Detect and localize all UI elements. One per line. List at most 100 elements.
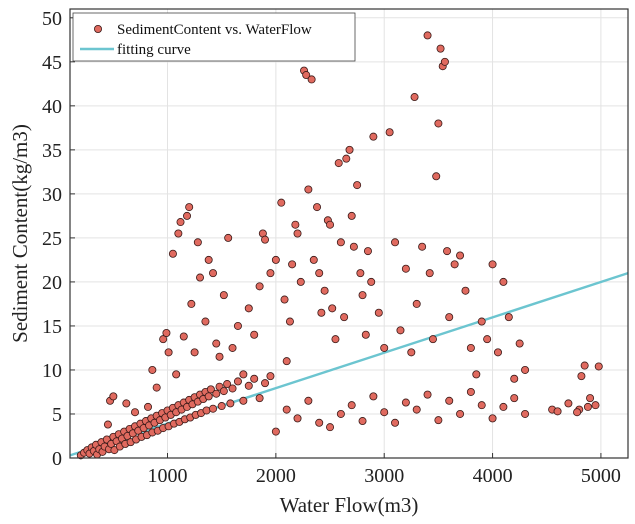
scatter-point xyxy=(122,399,131,408)
scatter-point xyxy=(304,396,313,405)
scatter-point xyxy=(255,282,264,291)
scatter-point xyxy=(212,339,221,348)
scatter-point xyxy=(472,370,481,379)
scatter-point xyxy=(361,330,370,339)
scatter-point xyxy=(521,365,530,374)
scatter-point xyxy=(586,394,595,403)
scatter-point xyxy=(109,392,118,401)
scatter-point xyxy=(396,326,405,335)
scatter-point xyxy=(196,273,205,282)
scatter-point xyxy=(483,335,492,344)
scatter-point xyxy=(266,269,275,278)
scatter-point xyxy=(209,404,218,413)
scatter-point xyxy=(228,343,237,352)
scatter-point xyxy=(277,198,286,207)
scatter-point xyxy=(477,401,486,410)
scatter-point xyxy=(219,291,228,300)
scatter-point xyxy=(434,119,443,128)
scatter-point xyxy=(456,251,465,260)
scatter-point xyxy=(148,365,157,374)
scatter-point xyxy=(202,406,211,415)
scatter-point xyxy=(493,348,502,357)
x-axis-label: Water Flow(m3) xyxy=(280,493,419,517)
scatter-point xyxy=(209,269,218,278)
scatter-point xyxy=(206,385,215,394)
scatter-point xyxy=(432,172,441,181)
scatter-point xyxy=(174,229,183,238)
scatter-point xyxy=(315,269,324,278)
scatter-point xyxy=(340,313,349,322)
y-axis-ticks: 0 5 10 15 20 25 30 35 40 45 50 xyxy=(42,8,75,470)
scatter-point xyxy=(510,394,519,403)
scatter-point xyxy=(594,362,603,371)
scatter-point xyxy=(412,299,421,308)
scatter-point xyxy=(342,154,351,163)
scatter-point xyxy=(162,328,171,337)
scatter-point xyxy=(307,75,316,84)
scatter-point xyxy=(193,238,202,247)
scatter-point xyxy=(450,260,459,269)
scatter-point xyxy=(255,394,264,403)
scatter-point xyxy=(583,402,592,411)
scatter-point xyxy=(288,260,297,269)
y-tick-label: 10 xyxy=(42,360,62,382)
scatter-point xyxy=(515,339,524,348)
scatter-point xyxy=(280,295,289,304)
scatter-point xyxy=(103,420,112,429)
scatter-point xyxy=(347,401,356,410)
scatter-point xyxy=(488,260,497,269)
scatter-point xyxy=(215,352,224,361)
scatter-point xyxy=(345,145,354,154)
scatter-point xyxy=(580,361,589,370)
scatter-point xyxy=(349,242,358,251)
scatter-point xyxy=(282,405,291,414)
scatter-point xyxy=(320,286,329,295)
scatter-point xyxy=(401,398,410,407)
y-tick-label: 20 xyxy=(42,272,62,294)
legend-scatter-marker xyxy=(94,24,103,33)
scatter-point xyxy=(407,348,416,357)
scatter-point xyxy=(385,128,394,137)
scatter-point xyxy=(293,414,302,423)
scatter-point xyxy=(250,330,259,339)
scatter-point xyxy=(282,357,291,366)
scatter-point xyxy=(309,255,318,264)
scatter-point xyxy=(217,402,226,411)
scatter-point xyxy=(204,392,213,401)
scatter-point xyxy=(296,277,305,286)
scatter-point xyxy=(326,220,335,229)
scatter-point xyxy=(204,255,213,264)
x-tick-label: 1000 xyxy=(148,465,188,487)
scatter-point xyxy=(425,269,434,278)
scatter-point xyxy=(466,343,475,352)
scatter-point xyxy=(358,417,367,426)
y-tick-label: 45 xyxy=(42,52,62,74)
scatter-point xyxy=(443,247,452,256)
scatter-point xyxy=(152,383,161,392)
scatter-point xyxy=(223,380,232,389)
x-tick-label: 2000 xyxy=(256,465,296,487)
scatter-point xyxy=(239,370,248,379)
scatter-point xyxy=(336,409,345,418)
scatter-point xyxy=(315,418,324,427)
scatter-point xyxy=(461,286,470,295)
scatter-point xyxy=(466,387,475,396)
scatter-point xyxy=(304,185,313,194)
scatter-point xyxy=(219,387,228,396)
scatter-point xyxy=(201,317,210,326)
scatter-point xyxy=(144,402,153,411)
scatter-point xyxy=(336,238,345,247)
scatter-point xyxy=(577,372,586,381)
scatter-point xyxy=(224,233,233,242)
x-tick-label: 3000 xyxy=(364,465,404,487)
scatter-point xyxy=(228,384,237,393)
y-axis-label: Sediment Content(kg/m3) xyxy=(8,124,32,343)
scatter-point xyxy=(380,343,389,352)
scatter-point xyxy=(477,317,486,326)
scatter-point xyxy=(499,277,508,286)
scatter-point xyxy=(334,159,343,168)
scatter-point xyxy=(183,211,192,220)
scatter-point xyxy=(510,374,519,383)
scatter-point xyxy=(176,218,185,227)
